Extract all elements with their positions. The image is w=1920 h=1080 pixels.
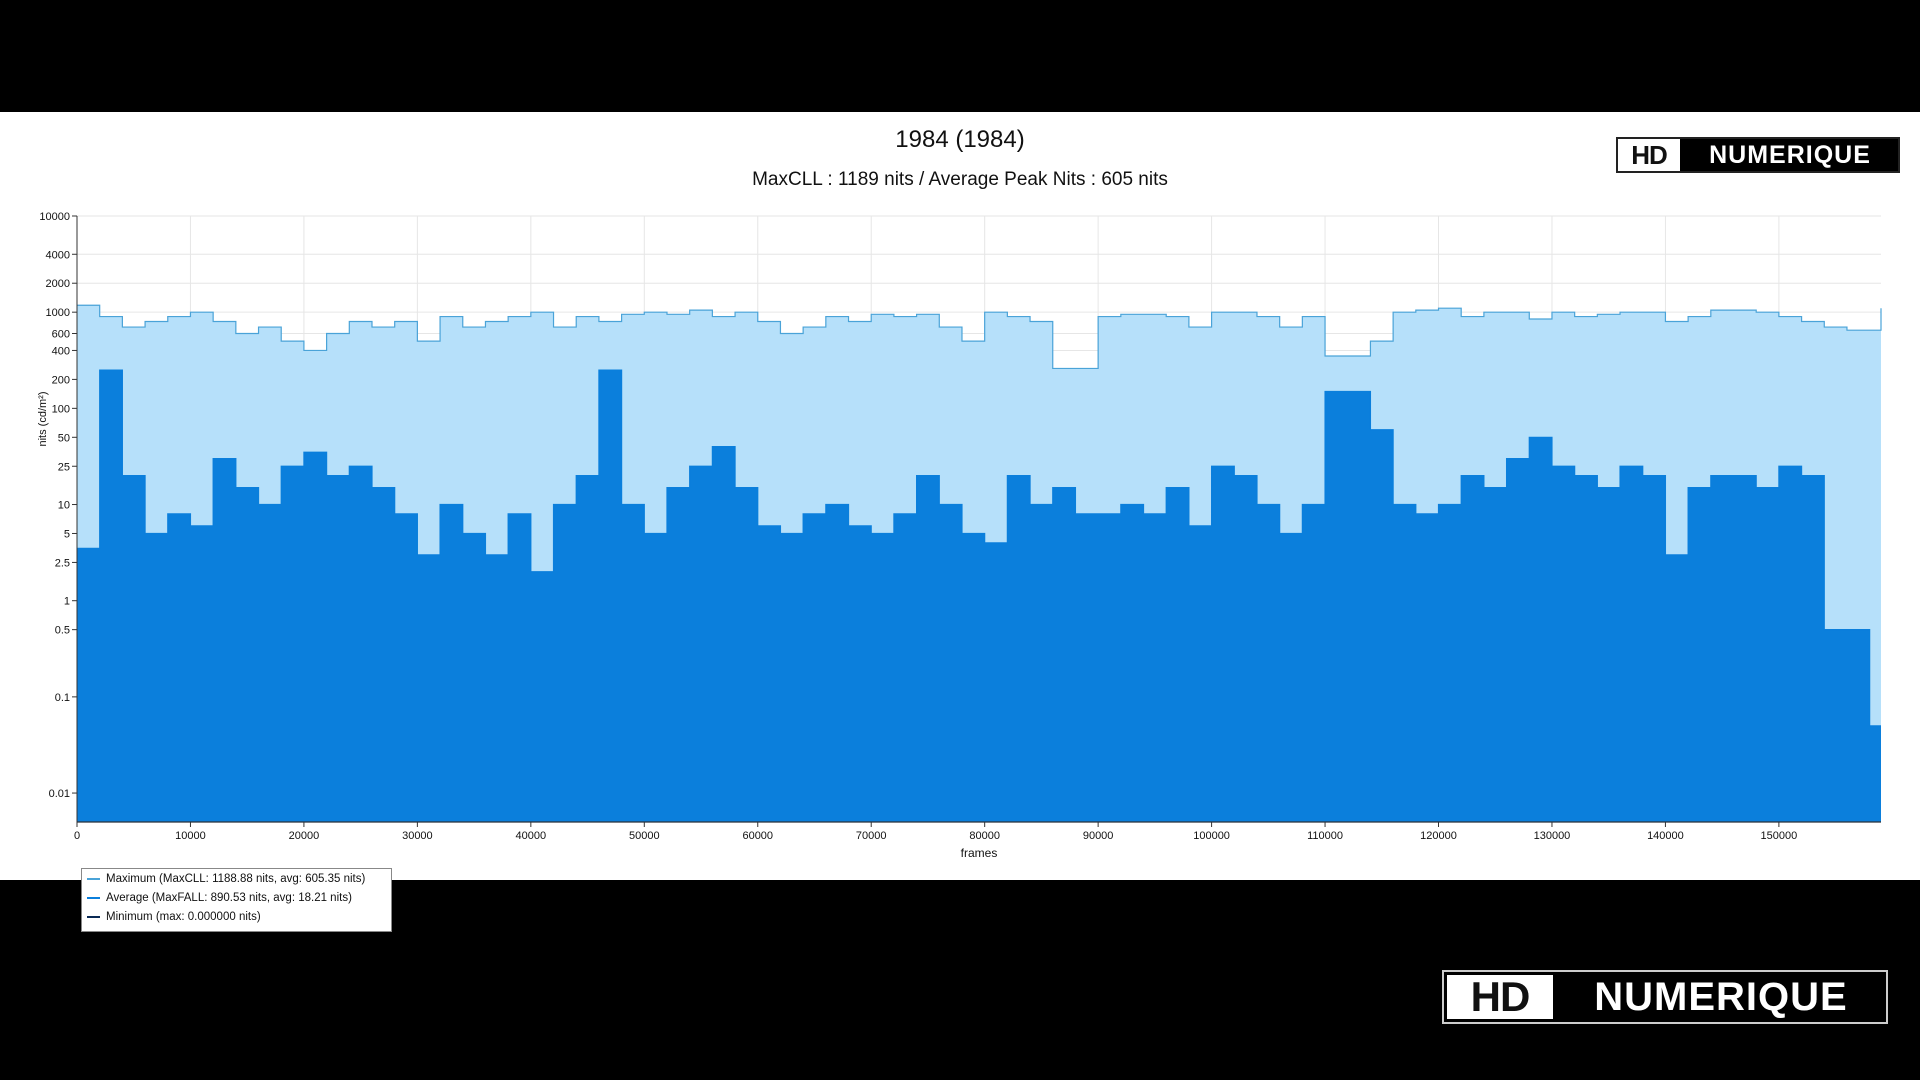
x-tick-label-12: 120000 (1420, 830, 1457, 842)
y-tick-label-1: 4000 (46, 249, 70, 261)
series-area-average (77, 370, 1881, 822)
y-tick-label-10: 10 (58, 500, 70, 512)
y-axis-label: nits (cd/m²) (37, 392, 49, 447)
x-tick-label-14: 140000 (1647, 830, 1684, 842)
x-tick-label-5: 50000 (629, 830, 660, 842)
x-tick-label-8: 80000 (969, 830, 1000, 842)
legend-label-maximum: Maximum (MaxCLL: 1188.88 nits, avg: 605.… (106, 872, 366, 885)
hd-numerique-logo: HD NUMERIQUE (1616, 137, 1900, 173)
watermark-name: NUMERIQUE (1594, 974, 1848, 1019)
x-tick-label-11: 110000 (1307, 830, 1343, 842)
x-tick-label-9: 90000 (1083, 830, 1114, 842)
y-tick-label-16: 0.01 (49, 788, 70, 800)
legend-item-minimum: Minimum (max: 0.000000 nits) (82, 907, 391, 926)
y-tick-label-5: 400 (52, 345, 70, 357)
chart-panel: 1984 (1984) MaxCLL : 1189 nits / Average… (0, 112, 1920, 932)
nits-area-chart: 1000040002000100060040020010050251052.51… (37, 211, 1882, 860)
chart-subtitle: MaxCLL : 1189 nits / Average Peak Nits :… (752, 169, 1168, 190)
logo-hd: HD (1618, 139, 1682, 171)
logo-name: NUMERIQUE (1709, 140, 1871, 169)
y-tick-label-8: 50 (58, 432, 70, 444)
x-tick-label-4: 40000 (516, 830, 547, 842)
legend-label-average: Average (MaxFALL: 890.53 nits, avg: 18.2… (106, 891, 352, 904)
chart-legend: Maximum (MaxCLL: 1188.88 nits, avg: 605.… (81, 868, 392, 932)
y-tick-label-12: 2.5 (55, 557, 70, 569)
x-tick-label-3: 30000 (402, 830, 433, 842)
y-tick-label-11: 5 (64, 528, 70, 540)
x-tick-label-7: 70000 (856, 830, 887, 842)
y-tick-label-0: 10000 (39, 211, 70, 223)
legend-item-average: Average (MaxFALL: 890.53 nits, avg: 18.2… (82, 888, 391, 907)
legend-label-minimum: Minimum (max: 0.000000 nits) (106, 910, 261, 923)
y-tick-label-4: 600 (52, 329, 70, 341)
legend-swatch-minimum (87, 915, 100, 918)
y-tick-label-15: 0.1 (55, 692, 70, 704)
y-tick-label-9: 25 (58, 461, 70, 473)
legend-swatch-maximum (87, 877, 100, 880)
y-tick-label-2: 2000 (46, 278, 70, 290)
y-tick-label-6: 200 (52, 374, 70, 386)
x-tick-label-1: 10000 (175, 830, 206, 842)
x-tick-label-2: 20000 (289, 830, 320, 842)
x-tick-label-13: 130000 (1534, 830, 1571, 842)
legend-item-maximum: Maximum (MaxCLL: 1188.88 nits, avg: 605.… (82, 869, 391, 888)
x-tick-label-10: 100000 (1193, 830, 1230, 842)
x-tick-label-0: 0 (74, 830, 80, 842)
x-tick-label-15: 150000 (1761, 830, 1798, 842)
y-tick-label-7: 100 (52, 403, 70, 415)
y-tick-label-3: 1000 (46, 307, 70, 319)
chart-title: 1984 (1984) (895, 126, 1025, 153)
y-tick-label-13: 1 (64, 596, 70, 608)
series-line-average (77, 369, 1881, 727)
hd-numerique-watermark-logo: HD NUMERIQUE (1442, 970, 1888, 1024)
watermark-hd: HD (1444, 972, 1556, 1022)
x-tick-label-6: 60000 (742, 830, 773, 842)
series-line-maximum (77, 304, 1882, 370)
x-axis-label: frames (961, 846, 998, 860)
legend-swatch-average (87, 896, 100, 899)
y-tick-label-14: 0.5 (55, 625, 70, 637)
